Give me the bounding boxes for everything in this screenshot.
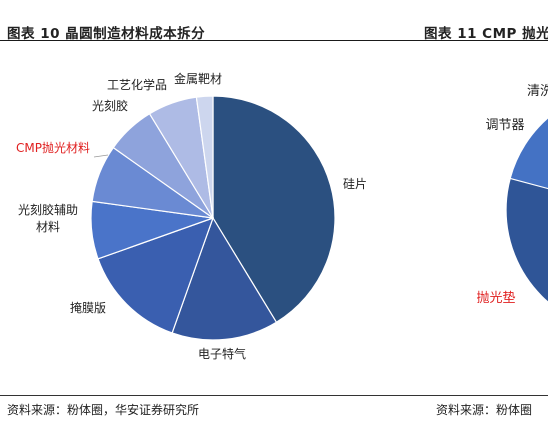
pie-slice-8 bbox=[195, 95, 214, 219]
footer-rule bbox=[0, 395, 548, 396]
figure-title-left: 图表 10 晶圆制造材料成本拆分 bbox=[7, 26, 206, 42]
label-leader-line bbox=[93, 154, 109, 158]
right-slice-label-3: 抛光垫 bbox=[476, 290, 515, 306]
pie-slice-2 bbox=[171, 216, 278, 341]
header-rule bbox=[0, 40, 548, 41]
right-slice-label-2: 调节器 bbox=[485, 118, 524, 133]
right-pie-slice-2 bbox=[509, 117, 548, 190]
figure-title-right: 图表 11 CMP 抛光 bbox=[424, 26, 548, 42]
slice-label-4-line1: 光刻胶辅助 bbox=[18, 202, 78, 217]
slice-label-1: 硅片 bbox=[343, 177, 367, 191]
pie-slice-3 bbox=[97, 217, 214, 334]
slice-label-7: 工艺化学品 bbox=[107, 77, 167, 92]
slice-label-4-line2: 材料 bbox=[36, 220, 60, 234]
right-slice-label-1: 清洗 bbox=[527, 84, 548, 99]
source-note-left: 资料来源：粉体圈，华安证券研究所 bbox=[7, 403, 200, 417]
slice-label-8: 金属靶材 bbox=[174, 71, 222, 86]
slice-label-2: 电子特气 bbox=[198, 346, 246, 361]
pie-slice-1 bbox=[212, 95, 336, 324]
slice-label-6: 光刻胶 bbox=[92, 98, 128, 113]
slice-label-5: CMP抛光材料 bbox=[16, 140, 90, 155]
slice-label-3: 掩膜版 bbox=[70, 301, 106, 315]
source-note-right: 资料来源：粉体圈 bbox=[436, 403, 533, 417]
